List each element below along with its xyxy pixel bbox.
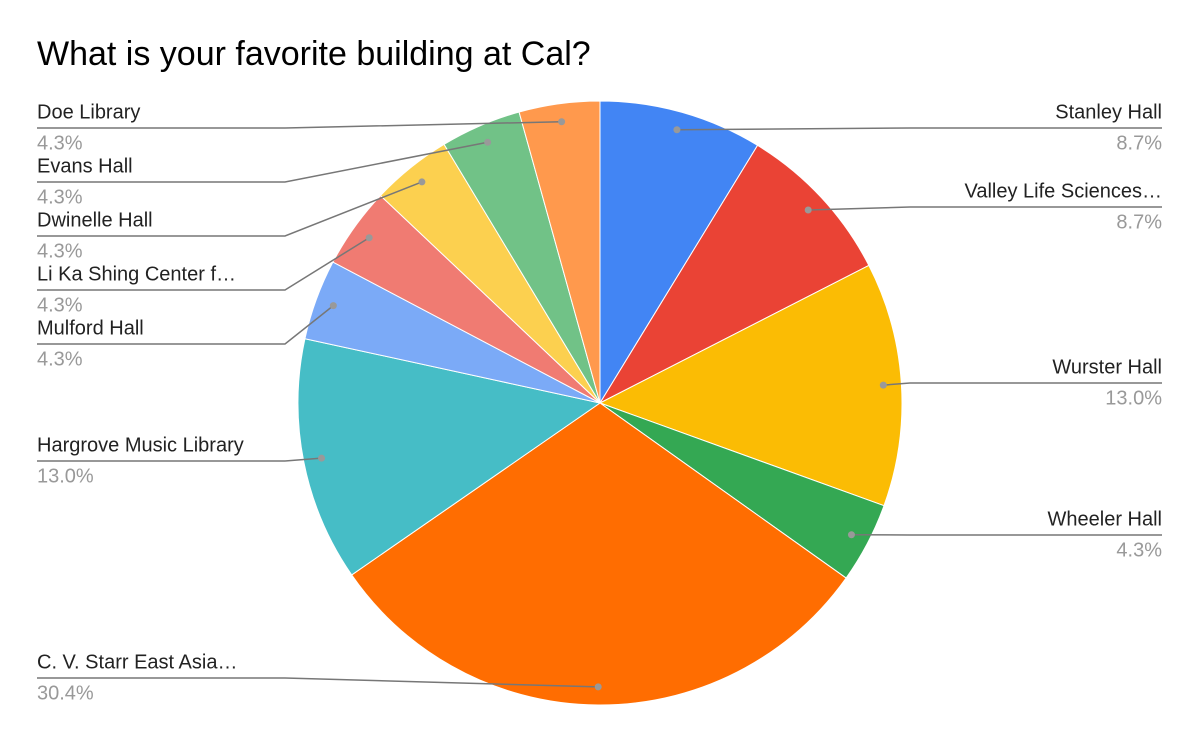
- pie-slice: [598, 144, 870, 405]
- chart-title: What is your favorite building at Cal?: [37, 35, 591, 73]
- value-label: 8.7%: [1116, 211, 1162, 233]
- value-label: 13.0%: [1105, 387, 1162, 409]
- value-label: 4.3%: [37, 348, 83, 370]
- leader-line: [808, 206, 1162, 211]
- leader-line: [37, 120, 562, 129]
- slice-label: Stanley Hall: [1055, 101, 1162, 123]
- value-label: 13.0%: [37, 465, 94, 487]
- slice-label: Mulford Hall: [37, 317, 144, 339]
- slice-label: Dwinelle Hall: [37, 209, 153, 231]
- leader-dot: [558, 118, 566, 126]
- slice-label: Wurster Hall: [1052, 356, 1162, 378]
- leader-line: [37, 237, 370, 291]
- leader-line: [37, 141, 488, 183]
- leader-dot: [365, 234, 373, 242]
- leader-dot: [484, 138, 492, 146]
- leader-line: [676, 127, 1162, 131]
- slice-label: Doe Library: [37, 101, 140, 123]
- value-label: 8.7%: [1116, 132, 1162, 154]
- value-label: 4.3%: [37, 240, 83, 262]
- pie-slice: [599, 100, 759, 405]
- slice-label: Valley Life Sciences…: [965, 180, 1163, 202]
- pie-slice: [518, 100, 601, 404]
- value-label: 4.3%: [1116, 539, 1162, 561]
- leader-dot: [318, 454, 326, 462]
- leader-dot: [804, 206, 812, 214]
- leader-line: [37, 457, 322, 462]
- value-label: 4.3%: [37, 294, 83, 316]
- leader-dot: [847, 531, 855, 539]
- slice-label: Hargrove Music Library: [37, 434, 244, 456]
- leader-dot: [673, 126, 681, 134]
- slice-label: Wheeler Hall: [1048, 508, 1162, 530]
- slice-label: Evans Hall: [37, 155, 133, 177]
- leader-line: [37, 181, 423, 237]
- value-label: 4.3%: [37, 132, 83, 154]
- leader-dot: [329, 302, 337, 310]
- slice-label: C. V. Starr East Asia…: [37, 651, 237, 673]
- leader-dot: [879, 381, 887, 389]
- leader-dot: [594, 683, 602, 691]
- leader-line: [37, 305, 334, 345]
- value-label: 30.4%: [37, 682, 94, 704]
- pie-slice: [351, 402, 847, 706]
- leader-line: [883, 382, 1162, 386]
- slice-label: Li Ka Shing Center f…: [37, 263, 236, 285]
- pie-slice: [297, 338, 602, 576]
- leader-line: [37, 677, 599, 688]
- value-label: 4.3%: [37, 186, 83, 208]
- leader-dot: [418, 178, 426, 186]
